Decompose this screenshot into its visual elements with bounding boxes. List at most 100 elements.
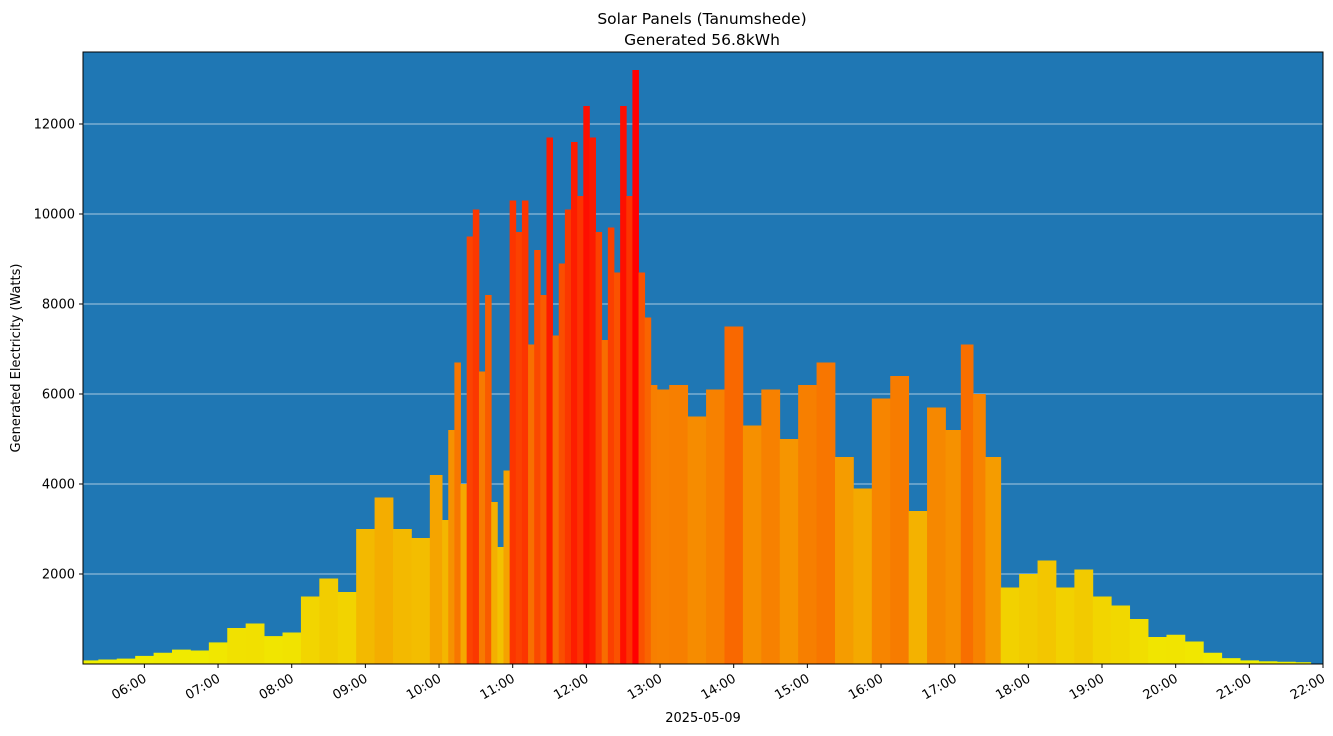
bar — [1276, 661, 1296, 664]
bar — [908, 511, 928, 664]
gridlines — [83, 123, 1323, 575]
x-tick-label: 19:00 — [1067, 671, 1107, 703]
bar — [337, 592, 357, 664]
bar — [374, 497, 394, 664]
y-axis-label: Generated Electricity (Watts) — [9, 264, 24, 453]
bar — [534, 250, 541, 664]
bar — [515, 232, 523, 664]
x-tick-label: 15:00 — [772, 671, 812, 703]
bar — [1221, 658, 1241, 664]
bar — [1111, 605, 1131, 664]
bar — [83, 660, 99, 664]
x-tick-label: 08:00 — [257, 671, 297, 703]
chart-title: Solar Panels (Tanumshede) Generated 56.8… — [0, 9, 1333, 51]
chart-title-line: Solar Panels (Tanumshede) — [597, 10, 807, 28]
bar — [227, 628, 247, 664]
bar — [564, 209, 572, 664]
bar — [485, 295, 492, 664]
bar — [853, 488, 873, 664]
bar — [478, 371, 486, 664]
bar — [454, 362, 461, 664]
x-tick-label: 12:00 — [551, 671, 591, 703]
bar — [552, 335, 560, 664]
bar — [779, 439, 799, 664]
bar — [1240, 660, 1259, 664]
bar — [742, 425, 762, 664]
bar — [601, 340, 609, 664]
bar — [1019, 574, 1038, 664]
bar — [411, 538, 431, 664]
bar — [669, 385, 689, 664]
bar — [282, 632, 302, 664]
bar — [945, 430, 962, 664]
x-tick-label: 10:00 — [404, 671, 444, 703]
bar — [153, 652, 173, 664]
bar — [1055, 587, 1075, 664]
y-tick-label: 4000 — [42, 478, 75, 493]
x-tick-label: 06:00 — [109, 671, 149, 703]
plot-frame — [82, 51, 1324, 665]
x-tick-label: 16:00 — [846, 671, 886, 703]
bar — [1295, 662, 1312, 664]
bar — [448, 430, 455, 664]
bar — [644, 317, 652, 664]
bar — [1037, 560, 1057, 664]
bar — [973, 394, 986, 664]
bars — [83, 70, 1312, 664]
bar — [890, 376, 910, 664]
bar — [583, 106, 590, 664]
bar — [632, 70, 639, 664]
bar — [1092, 596, 1112, 664]
bar — [650, 385, 658, 664]
bar — [1166, 634, 1186, 664]
bar — [620, 106, 627, 664]
bar — [472, 209, 480, 664]
bar — [1129, 619, 1149, 664]
bar — [264, 636, 283, 664]
bar — [927, 407, 946, 664]
bar — [834, 457, 854, 664]
bar — [706, 389, 725, 664]
x-tick-label: 13:00 — [625, 671, 665, 703]
bar — [613, 272, 621, 664]
bar — [442, 520, 449, 664]
bar — [724, 326, 744, 664]
bar — [497, 547, 504, 664]
y-tick-label: 6000 — [42, 388, 75, 403]
bar — [960, 344, 974, 664]
bar — [528, 344, 535, 664]
bar — [985, 457, 1002, 664]
bar — [607, 227, 615, 664]
x-tick-label: 20:00 — [1141, 671, 1181, 703]
bar — [638, 272, 646, 664]
bar — [460, 484, 468, 664]
x-tick-label: 21:00 — [1214, 671, 1254, 703]
bar — [656, 389, 670, 664]
bar — [546, 137, 554, 664]
y-tick-label: 2000 — [42, 568, 75, 583]
bar — [319, 578, 339, 664]
y-tick-label: 10000 — [34, 208, 75, 223]
bar — [1148, 637, 1167, 664]
bar — [429, 475, 443, 664]
bar — [491, 502, 498, 664]
bar — [245, 623, 265, 664]
bar — [300, 596, 320, 664]
bar — [626, 196, 633, 664]
bar — [393, 529, 412, 664]
bar — [172, 649, 191, 664]
bar — [761, 389, 781, 664]
bar — [1184, 641, 1204, 664]
x-tick-label: 18:00 — [993, 671, 1033, 703]
x-tick-label: 17:00 — [920, 671, 960, 703]
bar — [190, 650, 210, 664]
x-tick-label: 11:00 — [478, 671, 518, 703]
bar — [98, 659, 118, 664]
bar — [466, 236, 474, 664]
bar — [208, 642, 228, 664]
x-axis: 06:00 07:00 08:00 09:00 10:00 11:00 12:00 13:00… — [109, 664, 1328, 703]
x-axis-label: 2025-05-09 — [665, 711, 741, 726]
y-tick-label: 8000 — [42, 298, 75, 313]
bar — [1258, 661, 1278, 664]
x-tick-label: 14:00 — [699, 671, 739, 703]
